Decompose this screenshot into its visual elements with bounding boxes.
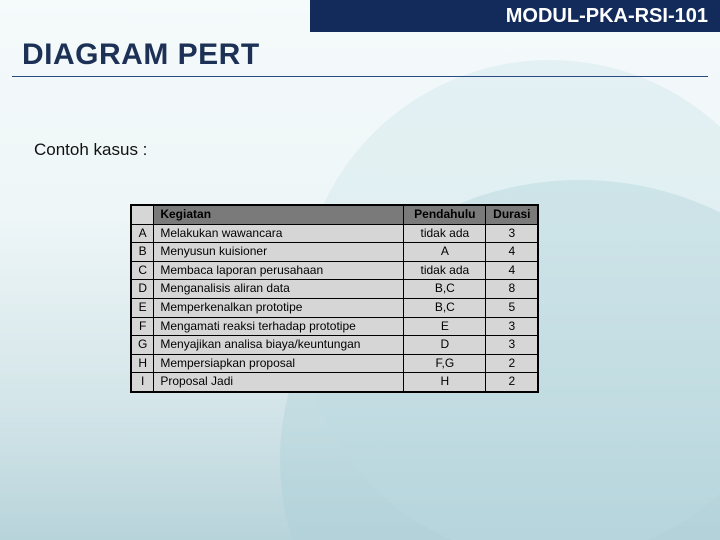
activity-table-wrap: Kegiatan Pendahulu Durasi AMelakukan waw… (130, 204, 539, 393)
module-code-bar: MODUL-PKA-RSI-101 (310, 0, 720, 32)
table-row: CMembaca laporan perusahaantidak ada4 (132, 261, 538, 280)
cell-pendahulu: F,G (404, 354, 486, 373)
col-header-id (132, 206, 154, 225)
cell-durasi: 3 (486, 317, 538, 336)
cell-kegiatan: Mempersiapkan proposal (154, 354, 404, 373)
cell-kegiatan: Melakukan wawancara (154, 224, 404, 243)
cell-durasi: 2 (486, 373, 538, 392)
cell-durasi: 2 (486, 354, 538, 373)
cell-durasi: 4 (486, 243, 538, 262)
table-row: GMenyajikan analisa biaya/keuntunganD3 (132, 336, 538, 355)
table-row: HMempersiapkan proposalF,G2 (132, 354, 538, 373)
cell-durasi: 8 (486, 280, 538, 299)
cell-durasi: 3 (486, 336, 538, 355)
cell-pendahulu: tidak ada (404, 261, 486, 280)
cell-kegiatan: Memperkenalkan prototipe (154, 298, 404, 317)
activity-table: Kegiatan Pendahulu Durasi AMelakukan waw… (131, 205, 538, 392)
cell-kegiatan: Proposal Jadi (154, 373, 404, 392)
cell-pendahulu: B,C (404, 280, 486, 299)
cell-id: F (132, 317, 154, 336)
table-header-row: Kegiatan Pendahulu Durasi (132, 206, 538, 225)
col-header-kegiatan: Kegiatan (154, 206, 404, 225)
table-row: IProposal JadiH2 (132, 373, 538, 392)
cell-kegiatan: Menyusun kuisioner (154, 243, 404, 262)
module-code: MODUL-PKA-RSI-101 (506, 5, 708, 28)
table-row: EMemperkenalkan prototipeB,C5 (132, 298, 538, 317)
table-row: BMenyusun kuisionerA4 (132, 243, 538, 262)
table-row: DMenganalisis aliran dataB,C8 (132, 280, 538, 299)
slide: MODUL-PKA-RSI-101 DIAGRAM PERT Contoh ka… (0, 0, 720, 540)
cell-durasi: 4 (486, 261, 538, 280)
col-header-pendahulu: Pendahulu (404, 206, 486, 225)
cell-kegiatan: Menyajikan analisa biaya/keuntungan (154, 336, 404, 355)
cell-id: H (132, 354, 154, 373)
cell-kegiatan: Mengamati reaksi terhadap prototipe (154, 317, 404, 336)
cell-pendahulu: E (404, 317, 486, 336)
table-body: AMelakukan wawancaratidak ada3 BMenyusun… (132, 224, 538, 391)
cell-id: E (132, 298, 154, 317)
cell-id: C (132, 261, 154, 280)
cell-pendahulu: A (404, 243, 486, 262)
cell-pendahulu: H (404, 373, 486, 392)
cell-id: A (132, 224, 154, 243)
page-title: DIAGRAM PERT (22, 38, 260, 72)
cell-id: B (132, 243, 154, 262)
cell-pendahulu: tidak ada (404, 224, 486, 243)
cell-pendahulu: D (404, 336, 486, 355)
cell-pendahulu: B,C (404, 298, 486, 317)
cell-durasi: 3 (486, 224, 538, 243)
table-row: AMelakukan wawancaratidak ada3 (132, 224, 538, 243)
col-header-durasi: Durasi (486, 206, 538, 225)
title-underline (12, 76, 708, 77)
table-row: FMengamati reaksi terhadap prototipeE3 (132, 317, 538, 336)
cell-id: I (132, 373, 154, 392)
cell-id: D (132, 280, 154, 299)
cell-durasi: 5 (486, 298, 538, 317)
cell-id: G (132, 336, 154, 355)
intro-text: Contoh kasus : (34, 140, 147, 160)
cell-kegiatan: Membaca laporan perusahaan (154, 261, 404, 280)
cell-kegiatan: Menganalisis aliran data (154, 280, 404, 299)
